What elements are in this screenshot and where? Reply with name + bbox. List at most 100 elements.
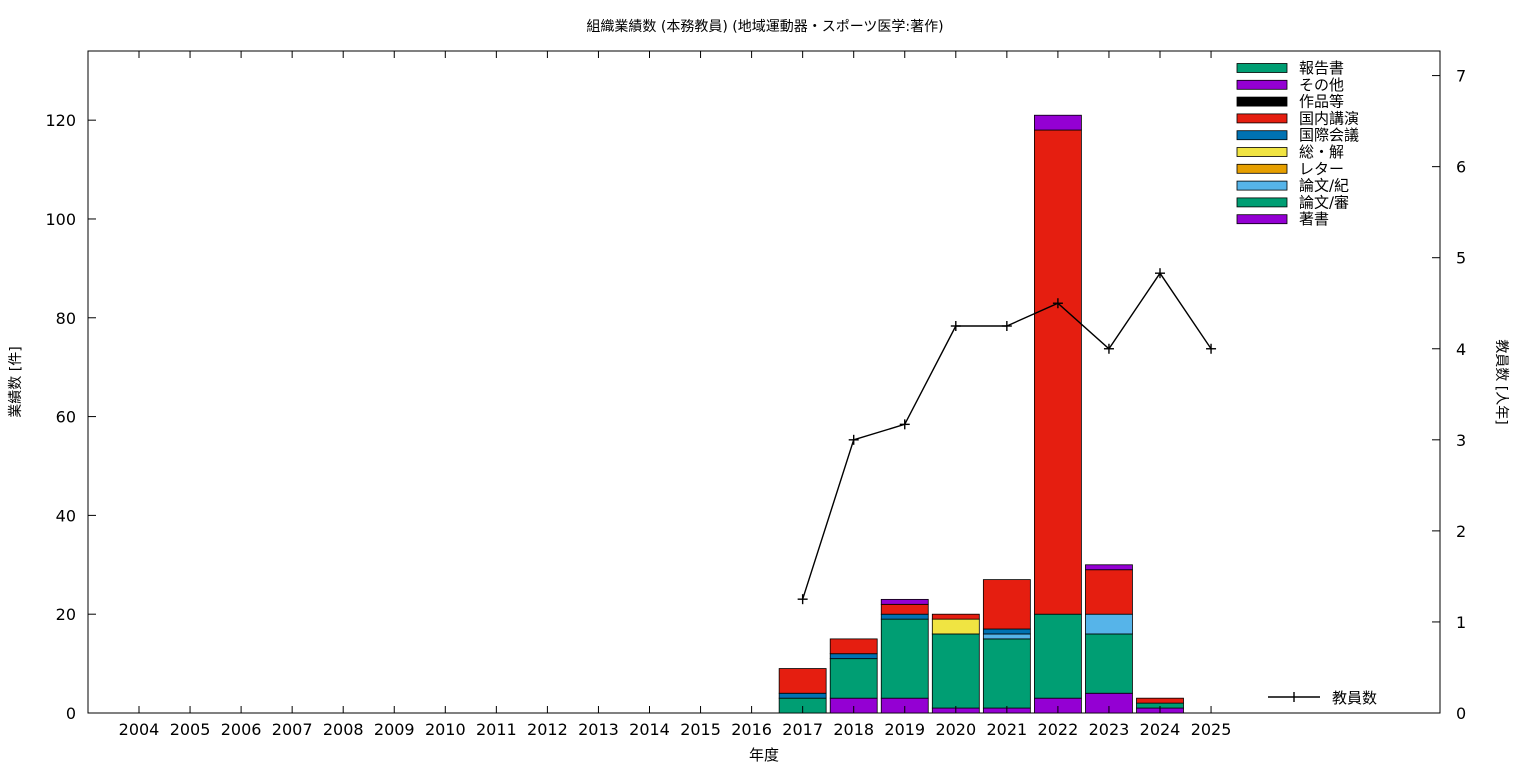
legend-item-その他: その他 — [1236, 76, 1344, 94]
legend-item-著書: 著書 — [1236, 210, 1329, 228]
legend-swatch — [1236, 180, 1288, 191]
chart-title: 組織業績数 (本務教員) (地域運動器・スポーツ医学:著作) — [586, 19, 943, 35]
bar-2019-その他 — [880, 598, 929, 605]
x-tick-label-2015: 2015 — [680, 720, 721, 739]
legend-label: 論文/審 — [1299, 193, 1349, 211]
legend-label: 総・解 — [1299, 143, 1344, 161]
y2-tick-label-2: 2 — [1456, 522, 1466, 541]
legend-label: 報告書 — [1299, 59, 1344, 77]
x-tick-label-2009: 2009 — [374, 720, 415, 739]
x-tick-label-2005: 2005 — [170, 720, 211, 739]
bar-2023-論文/審 — [1085, 633, 1133, 694]
bar-2021-論文/審 — [982, 638, 1031, 709]
legend-label: 国内講演 — [1299, 109, 1359, 127]
legend-item-国内講演: 国内講演 — [1236, 109, 1359, 127]
legend-item-総・解: 総・解 — [1236, 143, 1344, 161]
legend-item-論文/紀: 論文/紀 — [1236, 177, 1349, 195]
bar-2020-国内講演 — [931, 613, 980, 620]
x-tick-label-2023: 2023 — [1089, 720, 1130, 739]
bar-2023-その他 — [1085, 564, 1133, 571]
bar-2023-国内講演 — [1085, 569, 1133, 615]
bar-2018-国内講演 — [829, 638, 878, 655]
legend-swatch — [1236, 79, 1288, 90]
y-axis-label: 業績数 [件] — [8, 346, 24, 417]
x-tick-label-2014: 2014 — [629, 720, 670, 739]
legend-label: その他 — [1299, 76, 1344, 94]
x-tick-label-2025: 2025 — [1191, 720, 1232, 739]
y2-tick-label-7: 7 — [1456, 67, 1466, 86]
y2-tick-label-0: 0 — [1456, 704, 1466, 723]
x-tick-label-2013: 2013 — [578, 720, 619, 739]
x-tick-label-2004: 2004 — [119, 720, 160, 739]
y2-tick-label-6: 6 — [1456, 158, 1466, 177]
plot-area — [87, 50, 1441, 714]
x-tick-label-2010: 2010 — [425, 720, 466, 739]
legend-swatch — [1236, 113, 1288, 124]
bar-2019-論文/審 — [880, 618, 929, 699]
legend-label: 論文/紀 — [1299, 177, 1349, 195]
y-tick-label-20: 20 — [56, 605, 76, 624]
y-tick-label-40: 40 — [56, 506, 76, 525]
line-point-2024 — [1155, 268, 1165, 279]
bar-2018-国際会議 — [829, 653, 878, 660]
line-point-2020 — [950, 320, 961, 331]
y2-tick-label-1: 1 — [1456, 613, 1466, 632]
line-legend: 教員数 — [1268, 689, 1377, 707]
y-tick-label-120: 120 — [45, 111, 76, 130]
x-tick-label-2020: 2020 — [935, 720, 976, 739]
line-legend-label: 教員数 — [1332, 689, 1377, 707]
line-point-2018 — [848, 434, 859, 445]
legend-swatch — [1236, 96, 1288, 107]
x-tick-label-2011: 2011 — [476, 720, 517, 739]
y2-tick-label-5: 5 — [1456, 249, 1466, 268]
y-tick-label-80: 80 — [56, 309, 76, 328]
line-point-2022 — [1052, 298, 1063, 309]
bar-2020-総・解 — [931, 618, 980, 635]
legend-swatch — [1236, 147, 1288, 157]
legend-label: 国際会議 — [1299, 126, 1359, 144]
bar-2021-国際会議 — [982, 628, 1031, 635]
legend-swatch — [1236, 130, 1288, 141]
legend-item-レター: レター — [1236, 160, 1344, 178]
y-tick-label-60: 60 — [56, 408, 76, 427]
bar-2021-国内講演 — [982, 579, 1031, 630]
bar-2018-論文/審 — [829, 658, 878, 699]
x-tick-label-2024: 2024 — [1140, 720, 1181, 739]
x-tick-label-2022: 2022 — [1038, 720, 1079, 739]
bar-2020-論文/審 — [931, 633, 980, 709]
legend-item-国際会議: 国際会議 — [1236, 126, 1359, 144]
bars — [778, 114, 1184, 714]
line-point-2017 — [797, 594, 808, 605]
x-axis-label: 年度 — [749, 746, 779, 764]
x-tick-label-2006: 2006 — [221, 720, 262, 739]
x-tick-label-2021: 2021 — [986, 720, 1027, 739]
legend-label: 作品等 — [1299, 93, 1344, 111]
line-series — [797, 268, 1217, 605]
x-tick-label-2018: 2018 — [833, 720, 874, 739]
bar-2019-国内講演 — [880, 603, 929, 615]
y-tick-label-0: 0 — [66, 704, 76, 723]
legend-label: 著書 — [1299, 210, 1329, 228]
bar-2017-国際会議 — [778, 692, 827, 699]
legend-swatch — [1236, 163, 1288, 174]
legend-item-論文/審: 論文/審 — [1236, 193, 1349, 211]
x-tick-label-2019: 2019 — [884, 720, 925, 739]
y2-tick-label-3: 3 — [1456, 431, 1466, 450]
x-tick-label-2008: 2008 — [323, 720, 364, 739]
x-tick-label-2012: 2012 — [527, 720, 568, 739]
axes: 0 20 40 60 80 100 120 0 1 2 3 4 5 6 7 2004 2005 2006 2007 2… — [45, 51, 1466, 739]
bar-2022-その他 — [1034, 114, 1082, 131]
y2-tick-label-4: 4 — [1456, 340, 1466, 359]
legend-swatch — [1236, 63, 1288, 73]
bar-2017-国内講演 — [778, 668, 827, 694]
y-tick-label-100: 100 — [45, 210, 76, 229]
legend-swatch — [1236, 197, 1288, 208]
legend-item-作品等: 作品等 — [1236, 93, 1344, 111]
line-point-2023 — [1103, 343, 1114, 354]
bar-2022-論文/審 — [1034, 613, 1082, 699]
x-tick-label-2007: 2007 — [272, 720, 313, 739]
legend-label: レター — [1299, 160, 1344, 178]
bar-2022-国内講演 — [1034, 129, 1082, 615]
